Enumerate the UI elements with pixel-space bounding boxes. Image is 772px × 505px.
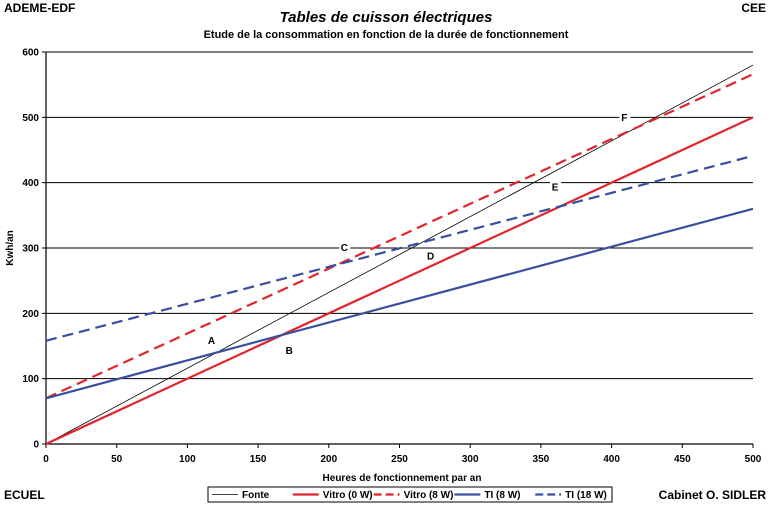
series-line-2 (45, 116, 754, 445)
grid-lines (46, 51, 753, 380)
annotation-label-b: B (286, 346, 293, 357)
annotation-bg (284, 344, 296, 356)
y-tick-label: 400 (22, 178, 39, 189)
annotation-bg (619, 111, 631, 123)
series-line-5 (45, 154, 754, 342)
legend: Fonte Vitro (0 W) Vitro (8 W) TI (8 W) TI (1… (207, 486, 613, 503)
series-line-1 (45, 64, 754, 445)
legend-label-4: TI (8 W) (484, 490, 520, 501)
annotation-label-a: A (208, 336, 215, 347)
x-tick-label: 150 (250, 454, 267, 465)
x-tick-label: 250 (391, 454, 408, 465)
annotation-bg (206, 334, 218, 346)
legend-label-3: Vitro (8 W) (404, 490, 454, 501)
legend-label-2: Vitro (0 W) (323, 490, 373, 501)
x-axis-label: Heures de fonctionnement par an (323, 473, 482, 484)
x-tick-label: 400 (603, 454, 620, 465)
y-tick-label: 500 (22, 113, 39, 124)
legend-box (207, 486, 613, 503)
y-tick-label: 200 (22, 309, 39, 320)
x-tick-label: 0 (43, 454, 49, 465)
series-lines (45, 64, 754, 445)
legend-label-1: Fonte (242, 490, 270, 501)
annotation-label-c: C (341, 243, 348, 254)
annotation-label-d: D (427, 251, 434, 262)
annotation-bg (339, 241, 351, 253)
y-tick-label: 600 (22, 48, 39, 59)
corner-bottom-left: ECUEL (4, 488, 45, 502)
series-line-3 (45, 73, 754, 400)
legend-label-5: TI (18 W) (565, 490, 607, 501)
annotation-bg (550, 181, 562, 193)
x-tick-labels: 0 50 100 150 200 250 300 350 400 450 500 (43, 454, 762, 465)
x-tick-label: 200 (320, 454, 337, 465)
x-tick-label: 100 (179, 454, 196, 465)
y-tick-label: 0 (33, 440, 39, 451)
x-tick-label: 450 (674, 454, 691, 465)
annotations: A B C D E F (206, 111, 631, 357)
corner-bottom-right: Cabinet O. SIDLER (658, 488, 766, 502)
y-axis-label: Kwh/an (5, 230, 16, 266)
annotation-bg (425, 249, 437, 261)
chart-subtitle: Etude de la consommation en fonction de … (203, 29, 569, 41)
y-tick-label: 300 (22, 244, 39, 255)
corner-top-left: ADEME-EDF (4, 1, 76, 15)
x-tick-label: 500 (745, 454, 762, 465)
y-tick-label: 100 (22, 374, 39, 385)
annotation-label-f: F (621, 113, 627, 124)
series-line-4 (45, 207, 754, 400)
x-tick-label: 350 (533, 454, 550, 465)
x-tick-label: 50 (111, 454, 123, 465)
axes (42, 51, 754, 448)
x-tick-label: 300 (462, 454, 479, 465)
annotation-label-e: E (552, 183, 559, 194)
corner-top-right: CEE (741, 1, 766, 15)
y-tick-labels: 0 100 200 300 400 500 600 (22, 48, 39, 451)
chart-title: Tables de cuisson électriques (279, 9, 493, 26)
